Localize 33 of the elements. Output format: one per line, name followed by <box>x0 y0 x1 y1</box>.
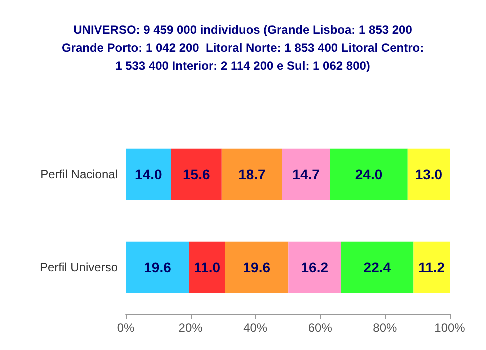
data-label: 15.6 <box>183 166 210 182</box>
x-tick-label: 40% <box>244 321 268 335</box>
y-tick-label: Perfil Universo <box>40 260 118 274</box>
bar <box>126 148 172 200</box>
bar <box>171 148 222 200</box>
data-label: 11.0 <box>194 260 221 276</box>
bar <box>225 242 289 294</box>
x-tick-label: 60% <box>308 321 333 335</box>
bar <box>126 242 190 294</box>
bar <box>408 148 450 200</box>
data-label: 18.7 <box>238 166 266 182</box>
bar <box>330 148 408 200</box>
x-tick-label: 0% <box>117 321 135 335</box>
data-label: 16.2 <box>301 260 329 276</box>
bar <box>288 242 342 294</box>
data-label: 22.4 <box>364 260 392 276</box>
data-label: 11.2 <box>418 260 446 276</box>
x-tick-label: 20% <box>178 321 204 335</box>
x-tick-label: 100% <box>434 321 466 335</box>
bar <box>222 148 282 200</box>
chart-title: UNIVERSO: 9 459 000 individuos (Grande Lisboa: 1 853 200 Grande Porto: 1 042 200 Litoral Norte: 1 853 400 Litoral Centro: 1 533 400 Interior: 2 114 200 e Sul: 1 062 800) <box>62 23 424 73</box>
bar <box>190 242 226 294</box>
x-tick-label: 80% <box>373 321 398 335</box>
bar <box>414 242 450 294</box>
data-label: 14.0 <box>135 166 163 182</box>
data-label: 19.6 <box>243 260 271 276</box>
data-label: 19.6 <box>144 260 172 276</box>
bar <box>341 242 414 294</box>
data-label: 13.0 <box>415 166 443 182</box>
bar <box>282 148 330 200</box>
data-label: 24.0 <box>355 166 383 182</box>
y-tick-label: Perfil Nacional <box>40 168 118 182</box>
data-label: 14.7 <box>292 166 320 182</box>
